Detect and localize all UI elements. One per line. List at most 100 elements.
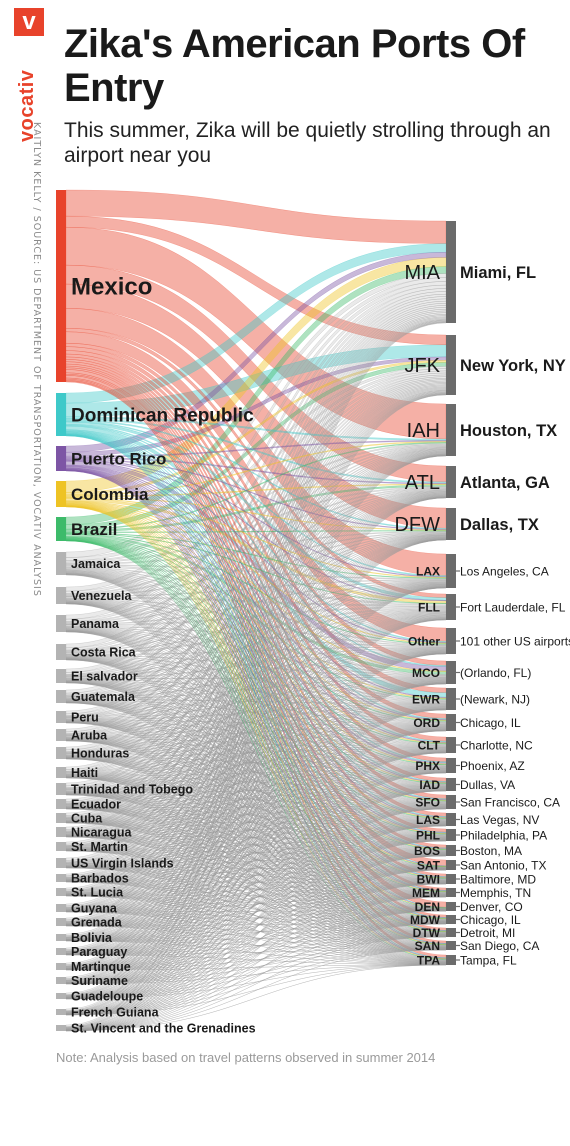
destination-tick xyxy=(456,944,460,947)
source-label: Panama xyxy=(71,617,120,631)
source-label: Honduras xyxy=(71,747,129,761)
destination-tick xyxy=(456,864,460,866)
destination-tick xyxy=(456,878,460,880)
destination-bar-phx xyxy=(446,758,456,773)
destination-bar-other xyxy=(446,628,456,654)
source-bar-aruba xyxy=(56,729,66,741)
destination-bar-sfo xyxy=(446,795,456,809)
destination-code: DTW xyxy=(413,926,441,940)
source-bar-mexico xyxy=(56,190,66,382)
source-label: Cuba xyxy=(71,812,103,826)
destination-name: Denver, CO xyxy=(460,900,523,914)
source-label: Suriname xyxy=(71,974,128,988)
source-bar-haiti xyxy=(56,767,66,778)
destination-code: LAS xyxy=(416,813,440,827)
source-label: Mexico xyxy=(71,274,152,301)
destination-tick xyxy=(456,570,460,572)
destination-tick xyxy=(456,801,460,803)
source-label: St. Vincent and the Grenadines xyxy=(71,1022,256,1036)
destination-name: San Diego, CA xyxy=(460,939,539,953)
destination-code: EWR xyxy=(412,692,440,706)
destination-name: Phoenix, AZ xyxy=(460,759,525,773)
destination-code: SAT xyxy=(417,858,441,872)
destination-name: New York, NY xyxy=(460,357,566,375)
destination-code: CLT xyxy=(418,738,441,752)
source-label: St. Martin xyxy=(71,840,128,854)
destination-bar-ord xyxy=(446,714,456,731)
destination-name: Chicago, IL xyxy=(460,913,521,927)
source-label: US Virgin Islands xyxy=(71,857,174,871)
destination-bar-san xyxy=(446,941,456,950)
destination-code: MCO xyxy=(412,666,440,680)
destination-bar-bos xyxy=(446,845,456,856)
destination-name: Miami, FL xyxy=(460,264,536,282)
source-bar-honduras xyxy=(56,747,66,759)
destination-name: Detroit, MI xyxy=(460,926,515,940)
source-bar-nicaragua xyxy=(56,827,66,837)
source-bar-colombia xyxy=(56,481,66,507)
source-label: Guyana xyxy=(71,902,118,916)
destination-bar-dtw xyxy=(446,928,456,937)
destination-bar-ewr xyxy=(446,688,456,710)
source-label: Brazil xyxy=(71,520,117,539)
source-bar-el-salvador xyxy=(56,669,66,683)
destination-name: (Newark, NJ) xyxy=(460,692,530,706)
destination-tick xyxy=(456,671,460,674)
destination-bar-jfk xyxy=(446,335,456,395)
source-label: Martinque xyxy=(71,960,131,974)
footnote: Note: Analysis based on travel patterns … xyxy=(56,1050,436,1065)
destination-name: Dullas, VA xyxy=(460,778,515,792)
destination-bar-den xyxy=(446,902,456,911)
destination-bar-lax xyxy=(446,554,456,588)
destination-code: PHL xyxy=(416,828,440,842)
destination-code: MDW xyxy=(410,913,441,927)
destination-tick xyxy=(456,918,460,921)
destination-name: San Antonio, TX xyxy=(460,858,547,872)
source-label: Bolivia xyxy=(71,931,113,945)
destination-bar-mdw xyxy=(446,915,456,924)
destination-name: Dallas, TX xyxy=(460,516,539,534)
destination-name: (Orlando, FL) xyxy=(460,666,531,680)
destination-tick xyxy=(456,849,460,852)
destination-code: JFK xyxy=(404,355,440,377)
source-label: Aruba xyxy=(71,729,108,743)
source-bar-us-virgin-islands xyxy=(56,858,66,868)
destination-name: Fort Lauderdale, FL xyxy=(460,600,566,614)
source-bar-bolivia xyxy=(56,934,66,941)
destination-bar-atl xyxy=(446,466,456,498)
source-label: Grenada xyxy=(71,916,123,930)
source-label: Guatemala xyxy=(71,690,136,704)
source-bar-cuba xyxy=(56,813,66,823)
source-bar-st-martin xyxy=(56,842,66,851)
destination-bar-dfw xyxy=(446,508,456,540)
destination-code: BOS xyxy=(414,844,440,858)
source-label: Costa Rica xyxy=(71,646,137,660)
destination-name: Houston, TX xyxy=(460,422,557,440)
destination-name: Memphis, TN xyxy=(460,886,531,900)
destination-code: FLL xyxy=(418,600,440,614)
destination-tick xyxy=(456,905,460,908)
destination-code: Other xyxy=(408,634,440,648)
source-label: El salvador xyxy=(71,670,138,684)
destination-tick xyxy=(456,818,460,821)
destination-tick xyxy=(456,606,460,608)
destination-tick xyxy=(456,783,460,786)
source-bar-guadeloupe xyxy=(56,993,66,999)
source-label: Venezuela xyxy=(71,589,132,603)
destination-name: Baltimore, MD xyxy=(460,872,536,886)
destination-bar-mia xyxy=(446,221,456,323)
source-bar-grenada xyxy=(56,918,66,926)
source-bar-st-vincent-and-the-grenadines xyxy=(56,1025,66,1031)
destination-name: Atlanta, GA xyxy=(460,474,550,492)
source-label: Ecuador xyxy=(71,798,121,812)
source-bar-barbados xyxy=(56,874,66,882)
source-bar-st-lucia xyxy=(56,888,66,896)
destination-bar-iah xyxy=(446,404,456,456)
destination-bar-bwi xyxy=(446,874,456,884)
source-label: Guadeloupe xyxy=(71,990,143,1004)
destination-name: Philadelphia, PA xyxy=(460,828,547,842)
destination-name: Tampa, FL xyxy=(460,953,517,967)
destination-tick xyxy=(456,698,460,700)
destination-bar-las xyxy=(446,813,456,826)
flow-layer xyxy=(65,189,447,1032)
